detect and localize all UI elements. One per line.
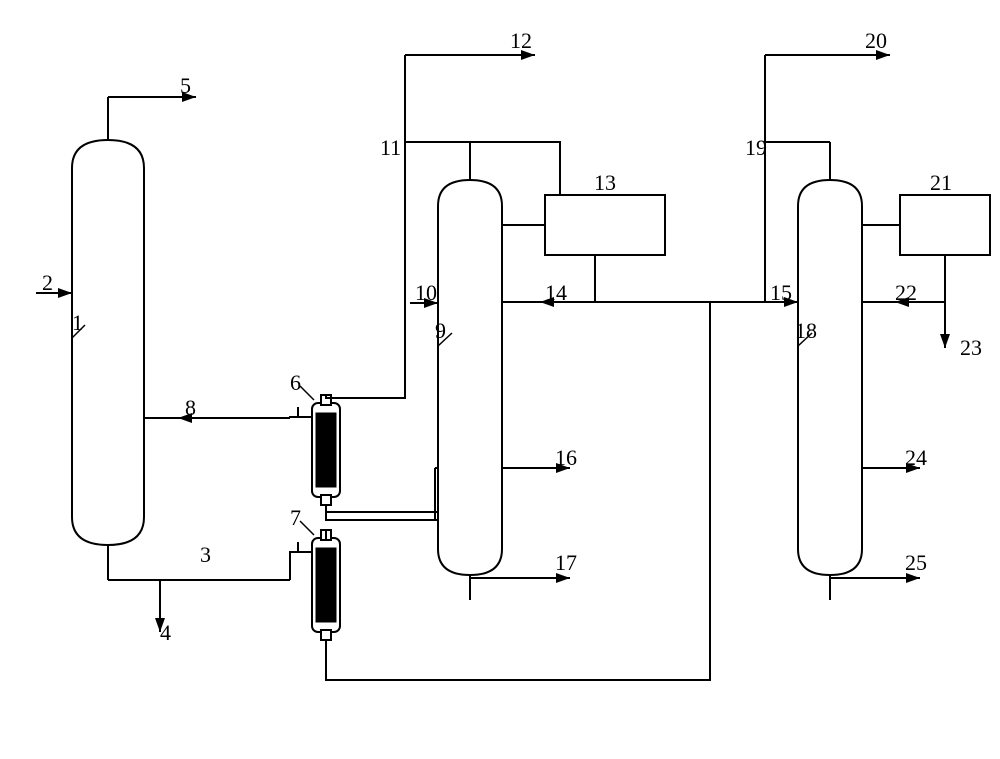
label-8: 8: [185, 395, 196, 420]
label-15: 15: [770, 280, 792, 305]
label-3: 3: [200, 542, 211, 567]
hx-7-core: [316, 548, 336, 622]
label-13: 13: [594, 170, 616, 195]
label-24: 24: [905, 445, 927, 470]
label-14: 14: [545, 280, 567, 305]
label-10: 10: [415, 280, 437, 305]
label-5: 5: [180, 73, 191, 98]
column-9: [438, 180, 502, 575]
label-2: 2: [42, 270, 53, 295]
label-23: 23: [960, 335, 982, 360]
box-13: [545, 195, 665, 255]
hx-7-botcap: [321, 630, 331, 640]
label-19: 19: [745, 135, 767, 160]
stream-8b: [290, 417, 312, 418]
label-6: 6: [290, 370, 301, 395]
label-9: 9: [435, 318, 446, 343]
label-18: 18: [795, 318, 817, 343]
label-22: 22: [895, 280, 917, 305]
label-4: 4: [160, 620, 171, 645]
hx-6-botcap: [321, 495, 331, 505]
label-17: 17: [555, 550, 577, 575]
hx-6-core: [316, 413, 336, 487]
label-20: 20: [865, 28, 887, 53]
column-18: [798, 180, 862, 575]
label-1: 1: [72, 310, 83, 335]
label-7: 7: [290, 505, 301, 530]
box-21: [900, 195, 990, 255]
column-1: [72, 140, 144, 545]
label-12: 12: [510, 28, 532, 53]
label-25: 25: [905, 550, 927, 575]
label-16: 16: [555, 445, 577, 470]
label-11: 11: [380, 135, 401, 160]
label-21: 21: [930, 170, 952, 195]
